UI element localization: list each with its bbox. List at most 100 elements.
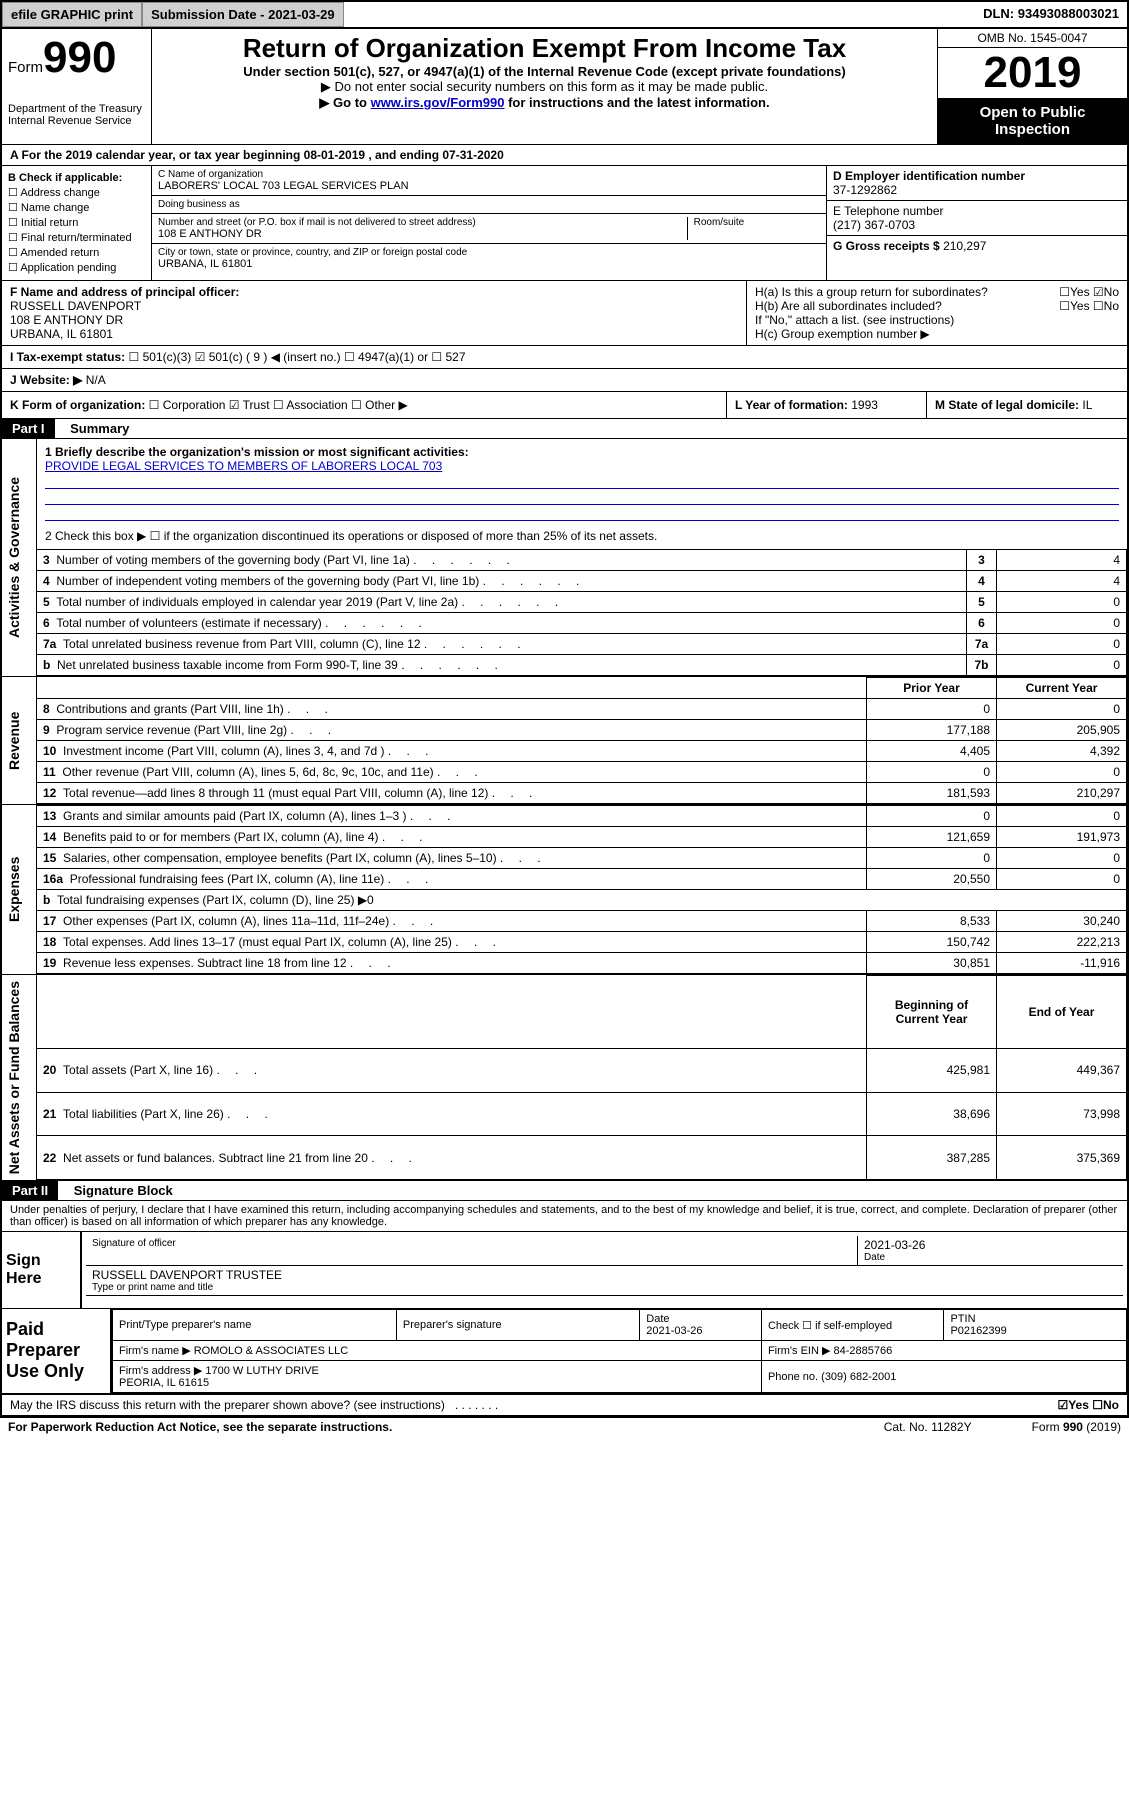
i-options: ☐ 501(c)(3) ☑ 501(c) ( 9 ) ◀ (insert no.… [129, 350, 466, 364]
row-k-l-m: K Form of organization: ☐ Corporation ☑ … [2, 392, 1127, 419]
row-i-tax-exempt: I Tax-exempt status: ☐ 501(c)(3) ☑ 501(c… [2, 346, 1127, 369]
section-b-c-d-e: B Check if applicable: Address change Na… [2, 166, 1127, 281]
table-row: b Total fundraising expenses (Part IX, c… [37, 890, 1127, 911]
part-ii-badge: Part II [2, 1181, 58, 1200]
discuss-row: May the IRS discuss this return with the… [2, 1395, 1127, 1416]
footer-mid: Cat. No. 11282Y [884, 1420, 972, 1434]
hb-label: H(b) Are all subordinates included? [755, 299, 942, 313]
governance-label: Activities & Governance [2, 439, 37, 676]
chk-app-pending[interactable]: Application pending [8, 261, 145, 274]
org-name: LABORERS' LOCAL 703 LEGAL SERVICES PLAN [158, 180, 820, 192]
expenses-table: 13 Grants and similar amounts paid (Part… [37, 805, 1127, 974]
m-value: IL [1082, 398, 1092, 412]
table-row: 16a Professional fundraising fees (Part … [37, 869, 1127, 890]
k-label: K Form of organization: [10, 398, 145, 412]
dln-cell: DLN: 93493088003021 [975, 2, 1127, 27]
table-row: 8 Contributions and grants (Part VIII, l… [37, 699, 1127, 720]
paid-preparer-section: Paid Preparer Use Only Print/Type prepar… [2, 1309, 1127, 1395]
efile-print-button[interactable]: efile GRAPHIC print [2, 2, 142, 27]
revenue-label: Revenue [2, 677, 37, 804]
chk-final-return[interactable]: Final return/terminated [8, 231, 145, 244]
dept-text: Department of the Treasury Internal Reve… [8, 103, 145, 127]
submission-date: 2021-03-29 [268, 7, 335, 22]
sig-officer-label: Signature of officer [92, 1238, 851, 1249]
paid-preparer-label: Paid Preparer Use Only [2, 1309, 112, 1393]
check-applicable: B Check if applicable: Address change Na… [2, 166, 152, 280]
table-row: 19 Revenue less expenses. Subtract line … [37, 953, 1127, 974]
q2-text: 2 Check this box ▶ ☐ if the organization… [45, 529, 1119, 543]
goto-post: for instructions and the latest informat… [504, 95, 769, 110]
l-label: L Year of formation: [735, 398, 851, 412]
omb-number: OMB No. 1545-0047 [938, 29, 1127, 48]
tax-year: 2019 [938, 48, 1127, 98]
goto-pre: ▶ Go to [319, 95, 370, 110]
chk-initial-return[interactable]: Initial return [8, 216, 145, 229]
firm-name: ROMOLO & ASSOCIATES LLC [194, 1345, 348, 1357]
chk-address-change[interactable]: Address change [8, 186, 145, 199]
officer-addr2: URBANA, IL 61801 [10, 327, 738, 341]
open-to-public: Open to Public Inspection [938, 98, 1127, 144]
governance-table: 3 Number of voting members of the govern… [37, 549, 1127, 676]
firm-addr1: 1700 W LUTHY DRIVE [205, 1365, 319, 1377]
form-id-cell: Form990 Department of the Treasury Inter… [2, 29, 152, 145]
firm-addr2: PEORIA, IL 61615 [119, 1377, 209, 1389]
ptin-value: P02162399 [950, 1325, 1006, 1337]
table-row: 13 Grants and similar amounts paid (Part… [37, 806, 1127, 827]
i-label: I Tax-exempt status: [10, 350, 125, 364]
dln-label: DLN: [983, 6, 1018, 21]
dln-value: 93493088003021 [1018, 6, 1119, 21]
table-row: 4 Number of independent voting members o… [37, 571, 1127, 592]
tel-label: E Telephone number [833, 204, 1121, 218]
form-note-2: ▶ Go to www.irs.gov/Form990 for instruct… [160, 95, 929, 111]
footer-left: For Paperwork Reduction Act Notice, see … [8, 1420, 392, 1434]
ein-label: D Employer identification number [833, 169, 1121, 183]
phone-value: (309) 682-2001 [821, 1371, 896, 1383]
tel-value: (217) 367-0703 [833, 218, 1121, 232]
phone-label: Phone no. [768, 1371, 821, 1383]
prep-date-label: Date [646, 1313, 669, 1325]
table-row: 20 Total assets (Part X, line 16) . . .4… [37, 1048, 1127, 1092]
top-bar: efile GRAPHIC print Submission Date - 20… [0, 0, 1129, 29]
table-row: 21 Total liabilities (Part X, line 26) .… [37, 1092, 1127, 1136]
firm-ein: 84-2885766 [834, 1345, 893, 1357]
form-frame: Form990 Department of the Treasury Inter… [0, 29, 1129, 1418]
table-row: 6 Total number of volunteers (estimate i… [37, 613, 1127, 634]
chk-amended[interactable]: Amended return [8, 246, 145, 259]
form-subtitle: Under section 501(c), 527, or 4947(a)(1)… [160, 64, 929, 79]
netassets-section: Net Assets or Fund Balances Beginning of… [2, 975, 1127, 1181]
form-word: Form [8, 59, 43, 76]
table-row: 17 Other expenses (Part IX, column (A), … [37, 911, 1127, 932]
discuss-answer: ☑Yes ☐No [1057, 1398, 1119, 1412]
hb-note: If "No," attach a list. (see instruction… [755, 313, 1119, 327]
table-row: 10 Investment income (Part VIII, column … [37, 741, 1127, 762]
prep-sig-label: Preparer's signature [396, 1310, 639, 1341]
irs-link[interactable]: www.irs.gov/Form990 [371, 95, 505, 110]
sign-here-label: Sign Here [2, 1232, 82, 1308]
table-row: 12 Total revenue—add lines 8 through 11 … [37, 783, 1127, 804]
netassets-table: Beginning of Current YearEnd of Year 20 … [37, 975, 1127, 1180]
expenses-label: Expenses [2, 805, 37, 974]
firm-addr-label: Firm's address ▶ [119, 1365, 205, 1377]
officer-addr1: 108 E ANTHONY DR [10, 313, 738, 327]
form-title: Return of Organization Exempt From Incom… [160, 33, 929, 64]
year-cell: OMB No. 1545-0047 2019 Open to Public In… [937, 29, 1127, 145]
table-row: 7a Total unrelated business revenue from… [37, 634, 1127, 655]
ha-label: H(a) Is this a group return for subordin… [755, 285, 988, 299]
prep-date: 2021-03-26 [646, 1325, 702, 1337]
dba-label: Doing business as [158, 199, 820, 210]
blank-line [45, 507, 1119, 521]
submission-label: Submission Date - [151, 7, 268, 22]
j-value: N/A [86, 373, 106, 387]
title-cell: Return of Organization Exempt From Incom… [152, 29, 937, 145]
sig-date-label: Date [864, 1252, 1117, 1263]
room-label: Room/suite [694, 217, 820, 228]
form-header: Form990 Department of the Treasury Inter… [2, 29, 1127, 145]
form-note-1: ▶ Do not enter social security numbers o… [160, 79, 929, 95]
prep-name-label: Print/Type preparer's name [113, 1310, 397, 1341]
ein-phone: D Employer identification number 37-1292… [827, 166, 1127, 280]
chk-name-change[interactable]: Name change [8, 201, 145, 214]
row-j-website: J Website: ▶ N/A [2, 369, 1127, 392]
table-row: 18 Total expenses. Add lines 13–17 (must… [37, 932, 1127, 953]
submission-date-button[interactable]: Submission Date - 2021-03-29 [142, 2, 344, 27]
sig-date: 2021-03-26 [864, 1238, 1117, 1252]
